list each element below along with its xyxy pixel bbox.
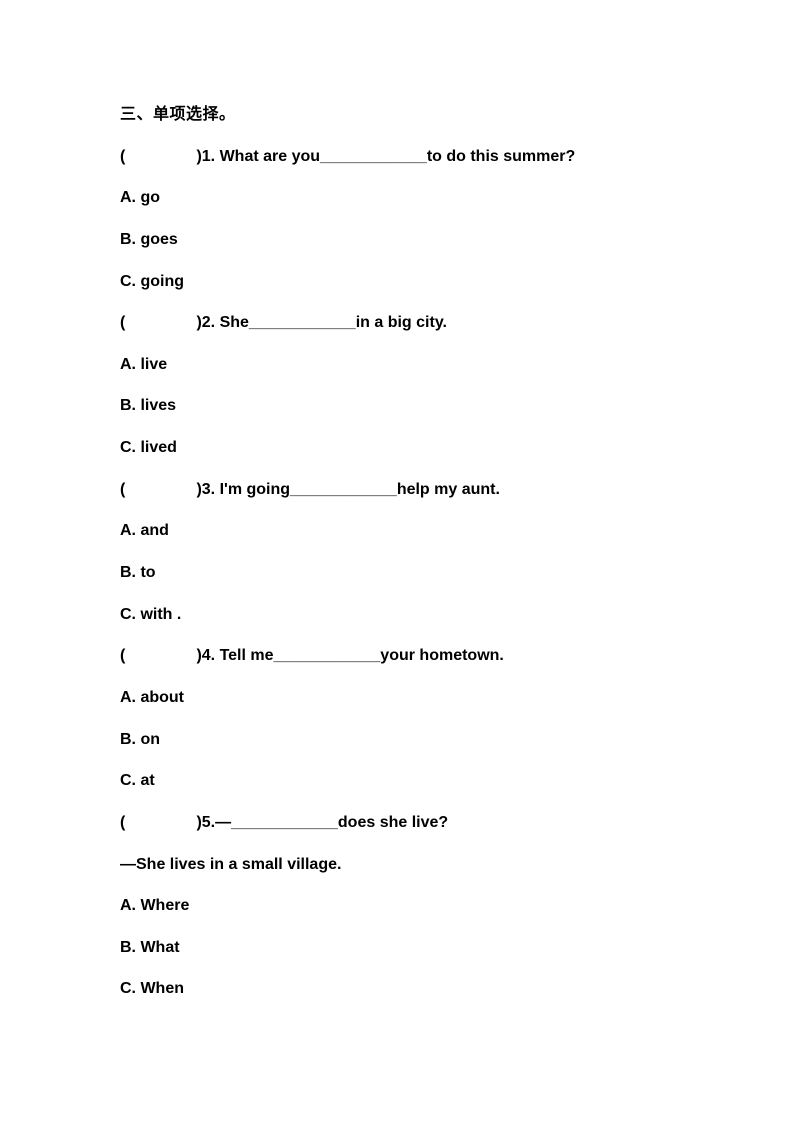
question-2-option-c: C. lived — [120, 439, 177, 457]
question-4-option-b: B. on — [120, 730, 160, 748]
question-5-reply: —She lives in a small village. — [120, 855, 342, 873]
question-1-option-c: C. going — [120, 272, 184, 290]
question-3-option-b: B. to — [120, 564, 156, 582]
question-2-option-a: A. live — [120, 355, 168, 373]
question-1-option-b: B. goes — [120, 230, 178, 248]
question-3-option-c: C. with . — [120, 605, 182, 623]
question-4-option-a: A. about — [120, 688, 184, 706]
question-4-stem: ( )4. Tell me____________your hometown. — [120, 647, 504, 665]
question-3-stem: ( )3. I'm going____________help my aunt. — [120, 480, 500, 498]
question-4-option-c: C. at — [120, 772, 155, 790]
question-1-stem: ( )1. What are you____________to do this… — [120, 147, 576, 165]
question-3-option-a: A. and — [120, 522, 169, 540]
question-5-option-c: C. When — [120, 980, 184, 998]
question-2-option-b: B. lives — [120, 397, 177, 415]
question-2-stem: ( )2. She____________in a big city. — [120, 314, 447, 332]
section-heading: 三、单项选择。 — [120, 106, 236, 123]
question-1-option-a: A. go — [120, 189, 160, 207]
worksheet-content: 三、单项选择。 ( )1. What are you____________to… — [120, 94, 754, 1010]
question-5-option-a: A. Where — [120, 897, 190, 915]
question-5-option-b: B. What — [120, 938, 180, 956]
question-5-stem: ( )5.—____________does she live? — [120, 813, 449, 831]
